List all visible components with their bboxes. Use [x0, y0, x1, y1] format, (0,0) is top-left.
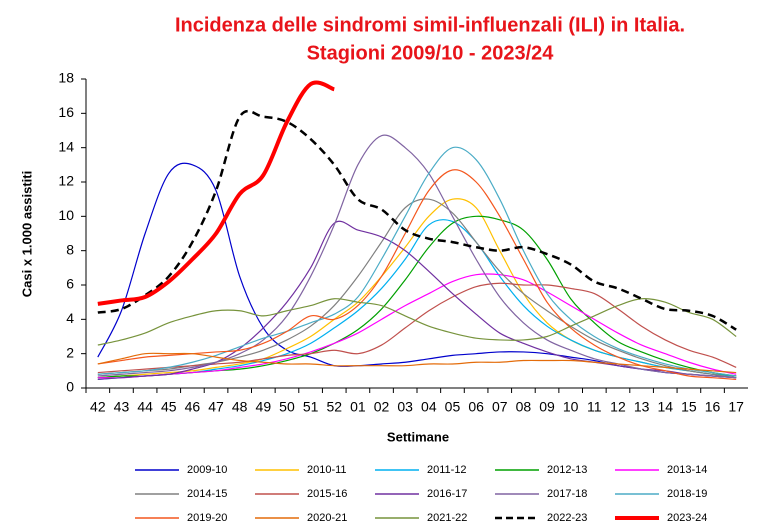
legend-label: 2019-20	[187, 512, 227, 524]
legend-label: 2018-19	[667, 488, 707, 500]
x-tick-label: 49	[256, 399, 272, 415]
series-line	[97, 109, 737, 331]
series-line	[97, 219, 737, 381]
x-tick-label: 44	[137, 399, 153, 415]
series-line	[97, 282, 737, 374]
x-tick-label: 51	[303, 399, 319, 415]
series-line	[97, 134, 737, 379]
chart-title: Incidenza delle sindromi simil-influenza…	[175, 14, 685, 36]
series-line	[97, 298, 737, 346]
y-tick-label: 14	[58, 138, 74, 154]
y-tick-label: 16	[58, 104, 74, 120]
x-tick-label: 06	[468, 399, 484, 415]
x-tick-label: 02	[374, 399, 390, 415]
series-line	[97, 146, 737, 377]
series-line	[97, 220, 737, 381]
legend-label: 2022-23	[547, 512, 587, 524]
y-tick-label: 0	[66, 379, 74, 395]
x-tick-label: 03	[397, 399, 413, 415]
x-tick-label: 07	[492, 399, 508, 415]
x-tick-label: 45	[161, 399, 177, 415]
x-tick-label: 14	[657, 399, 673, 415]
x-tick-label: 52	[326, 399, 342, 415]
y-tick-label: 6	[66, 276, 74, 292]
chart-subtitle: Stagioni 2009/10 - 2023/24	[307, 42, 555, 64]
x-tick-label: 05	[445, 399, 461, 415]
x-tick-label: 43	[114, 399, 130, 415]
legend-label: 2023-24	[667, 512, 707, 524]
x-tick-label: 04	[421, 399, 437, 415]
x-tick-label: 42	[90, 399, 106, 415]
series-line	[97, 273, 737, 379]
x-tick-label: 09	[539, 399, 555, 415]
x-tick-label: 46	[185, 399, 201, 415]
legend-label: 2010-11	[307, 464, 347, 476]
series-line	[97, 198, 737, 379]
legend-label: 2009-10	[187, 464, 227, 476]
legend-label: 2012-13	[547, 464, 587, 476]
series-line	[97, 169, 737, 381]
y-tick-label: 18	[58, 70, 74, 86]
legend-label: 2011-12	[427, 464, 467, 476]
y-axis-label: Casi x 1.000 assistiti	[19, 171, 34, 297]
legend-label: 2013-14	[667, 464, 707, 476]
y-tick-label: 2	[66, 344, 74, 360]
legend-label: 2020-21	[307, 512, 347, 524]
x-tick-label: 48	[232, 399, 248, 415]
x-axis-label: Settimane	[387, 429, 449, 444]
y-tick-label: 4	[66, 310, 74, 326]
x-tick-label: 11	[587, 399, 602, 415]
x-tick-label: 15	[681, 399, 697, 415]
legend-label: 2017-18	[547, 488, 587, 500]
x-tick-label: 13	[634, 399, 650, 415]
series-line	[97, 352, 737, 374]
x-tick-label: 16	[705, 399, 721, 415]
x-tick-label: 50	[279, 399, 295, 415]
series-line	[97, 80, 335, 306]
legend-label: 2016-17	[427, 488, 467, 500]
x-tick-label: 01	[350, 399, 366, 415]
y-tick-label: 8	[66, 241, 74, 257]
x-tick-label: 08	[516, 399, 532, 415]
legend-label: 2014-15	[187, 488, 227, 500]
x-tick-label: 47	[208, 399, 224, 415]
y-tick-label: 12	[58, 173, 74, 189]
x-tick-label: 17	[728, 399, 744, 415]
legend-label: 2021-22	[427, 512, 467, 524]
x-tick-label: 12	[610, 399, 626, 415]
legend-label: 2015-16	[307, 488, 347, 500]
y-tick-label: 10	[58, 207, 74, 223]
x-tick-label: 10	[563, 399, 579, 415]
series-line	[97, 162, 737, 379]
